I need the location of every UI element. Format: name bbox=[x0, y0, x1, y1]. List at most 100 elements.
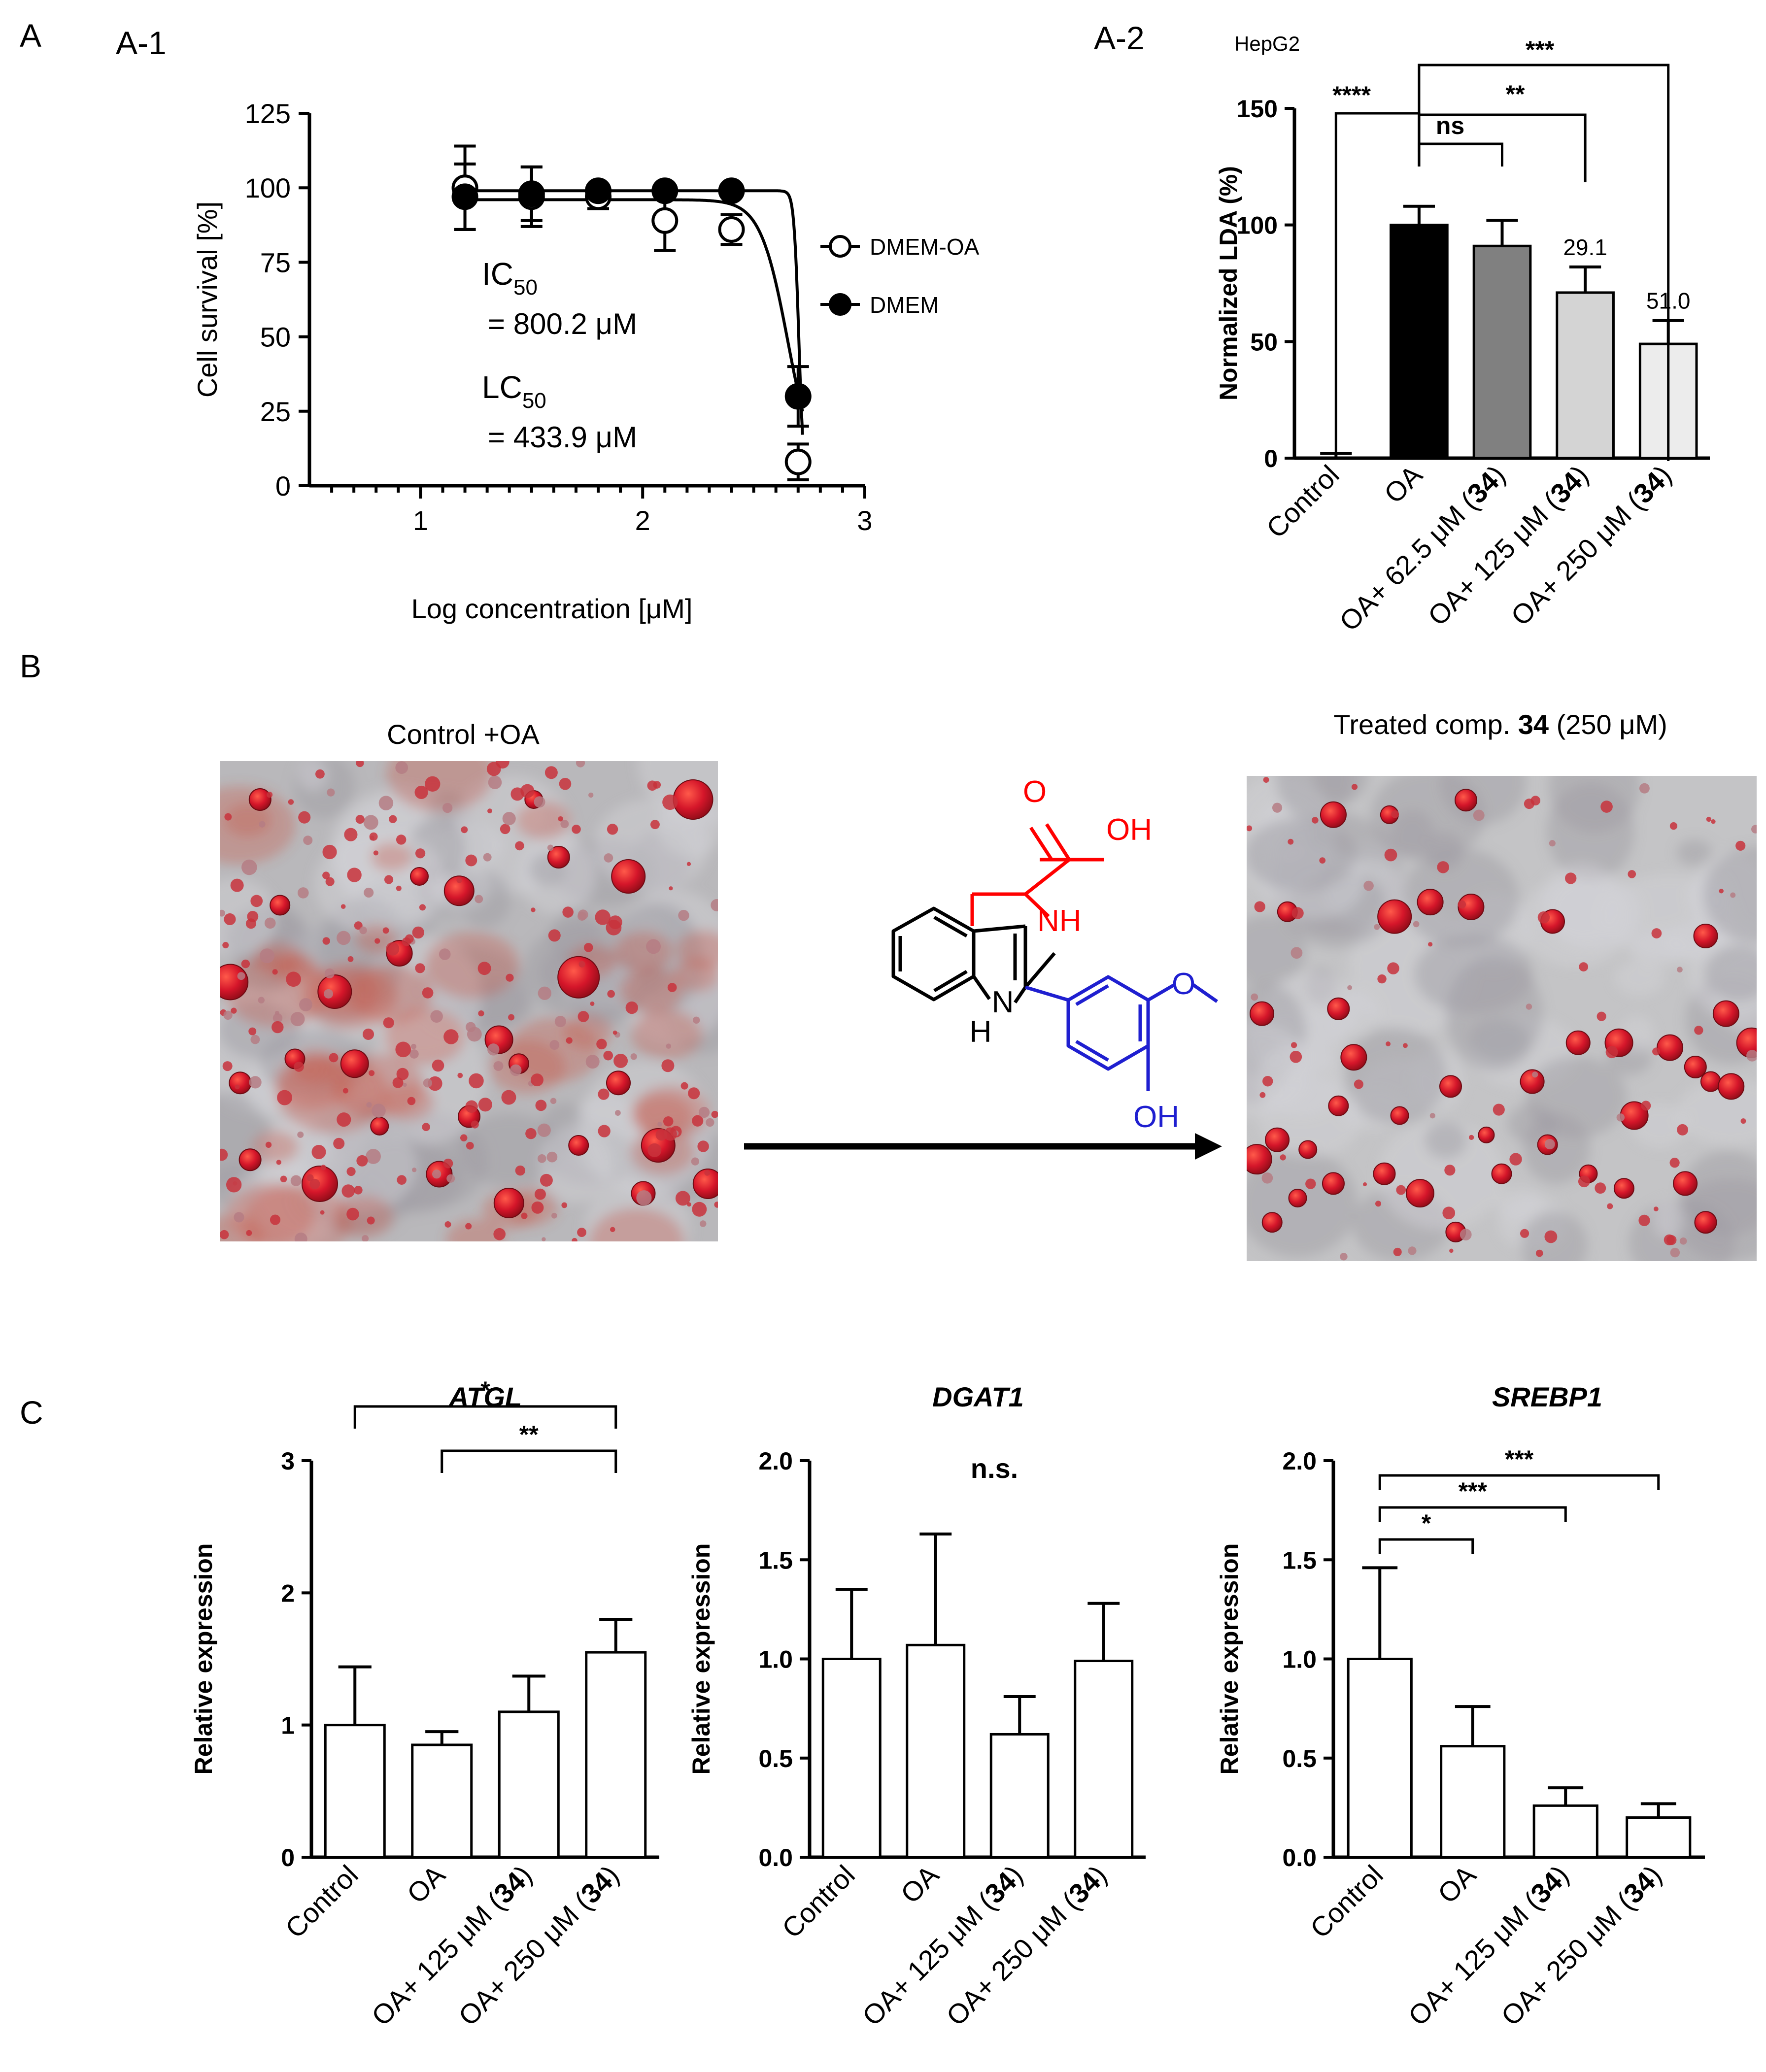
c2-title: DGAT1 bbox=[932, 1381, 1024, 1412]
lipid-droplet bbox=[547, 846, 570, 869]
small-droplet bbox=[414, 785, 428, 800]
a2-bar bbox=[1556, 291, 1615, 460]
small-droplet bbox=[226, 1177, 242, 1193]
small-droplet bbox=[598, 1088, 610, 1100]
small-droplet bbox=[572, 1237, 577, 1241]
small-droplet bbox=[395, 1041, 411, 1058]
small-droplet bbox=[509, 1064, 522, 1076]
lipid-droplet bbox=[248, 788, 272, 811]
small-droplet bbox=[1596, 1011, 1606, 1021]
small-droplet bbox=[235, 1084, 240, 1090]
a1-lc-subscript: 50 bbox=[522, 389, 546, 413]
small-droplet bbox=[1654, 1206, 1659, 1211]
lipid-haze bbox=[220, 1215, 263, 1241]
small-droplet bbox=[362, 1235, 369, 1241]
a1-legend-marker-dmem-oa bbox=[829, 235, 851, 258]
small-droplet bbox=[372, 1103, 386, 1118]
small-droplet bbox=[1290, 1050, 1302, 1063]
small-droplet bbox=[548, 929, 561, 942]
lipid-droplet bbox=[229, 1071, 252, 1095]
a2-significance-bracket bbox=[1418, 64, 1670, 461]
c2-bar bbox=[1074, 1660, 1134, 1859]
lipid-droplet bbox=[1328, 1095, 1349, 1116]
small-droplet bbox=[502, 812, 516, 826]
a2-category-label: OA bbox=[1378, 459, 1428, 509]
small-droplet bbox=[661, 1059, 675, 1072]
small-droplet bbox=[537, 1154, 546, 1163]
small-droplet bbox=[1377, 974, 1387, 984]
small-droplet bbox=[534, 796, 545, 808]
c3-category-label: OA+ 125 μM (34) bbox=[1402, 1859, 1575, 2032]
small-droplet bbox=[1429, 1113, 1435, 1119]
lipid-droplet bbox=[606, 1070, 631, 1096]
small-droplet bbox=[1408, 1246, 1417, 1255]
small-droplet bbox=[650, 820, 660, 830]
small-droplet bbox=[444, 1221, 451, 1228]
c3-category-label: Control bbox=[1304, 1859, 1389, 1944]
small-droplet bbox=[515, 841, 524, 851]
small-droplet bbox=[1616, 1113, 1625, 1122]
a1-legend-marker-dmem bbox=[829, 293, 851, 316]
c1-bar bbox=[324, 1724, 386, 1859]
small-droplet bbox=[386, 942, 400, 956]
small-droplet bbox=[630, 1053, 637, 1060]
small-droplet bbox=[1509, 1153, 1522, 1166]
small-droplet bbox=[1291, 907, 1304, 919]
small-droplet bbox=[396, 1068, 409, 1080]
lipid-haze bbox=[619, 968, 684, 1013]
panel-label-b: B bbox=[20, 648, 41, 684]
small-droplet bbox=[478, 1098, 492, 1112]
a2-y-tick-label: 50 bbox=[1250, 328, 1278, 356]
small-droplet bbox=[419, 904, 426, 911]
small-droplet bbox=[471, 1120, 479, 1129]
small-droplet bbox=[374, 938, 380, 944]
c2-y-tick-label: 1.5 bbox=[758, 1546, 793, 1574]
small-droplet bbox=[1312, 817, 1319, 824]
small-droplet bbox=[506, 973, 514, 982]
a1-x-axis-label: Log concentration [μM] bbox=[411, 593, 693, 624]
small-droplet bbox=[1730, 892, 1736, 898]
small-droplet bbox=[588, 792, 594, 798]
small-droplet bbox=[508, 1014, 514, 1021]
panel-label-a2: A-2 bbox=[1094, 20, 1145, 56]
small-droplet bbox=[234, 1212, 244, 1223]
small-droplet bbox=[1263, 777, 1269, 783]
small-droplet bbox=[1578, 1175, 1590, 1188]
a1-point-dmem bbox=[585, 177, 612, 204]
small-droplet bbox=[1259, 1092, 1266, 1098]
small-droplet bbox=[272, 1013, 283, 1023]
lipid-droplet bbox=[1250, 1001, 1275, 1026]
a1-legend-label-dmem-oa: DMEM-OA bbox=[870, 234, 980, 260]
small-droplet bbox=[224, 913, 236, 926]
small-droplet bbox=[678, 909, 689, 921]
c1-significance-label: ** bbox=[519, 1421, 539, 1448]
small-droplet bbox=[550, 1098, 557, 1104]
small-droplet bbox=[220, 1148, 228, 1161]
lipid-haze bbox=[220, 786, 296, 865]
lipid-droplet bbox=[1373, 1162, 1396, 1185]
small-droplet bbox=[1535, 1249, 1543, 1257]
small-droplet bbox=[675, 1191, 690, 1206]
small-droplet bbox=[366, 1149, 381, 1164]
cell-texture bbox=[1614, 960, 1664, 995]
a1-y-tick-label: 75 bbox=[260, 247, 291, 278]
c2-bar bbox=[906, 1643, 966, 1859]
lipid-droplet bbox=[1613, 1178, 1634, 1199]
small-droplet bbox=[475, 895, 483, 903]
small-droplet bbox=[692, 1016, 700, 1024]
small-droplet bbox=[340, 904, 346, 909]
small-droplet bbox=[465, 1223, 472, 1230]
a1-y-tick-label: 125 bbox=[245, 98, 291, 129]
small-droplet bbox=[347, 956, 354, 962]
lipid-droplet bbox=[1377, 899, 1412, 934]
lipid-droplet bbox=[1693, 924, 1718, 949]
a2-significance-label: **** bbox=[1332, 81, 1371, 109]
lipid-droplet bbox=[317, 974, 352, 1009]
c2-category-label-part: OA bbox=[894, 1859, 945, 1909]
lipid-droplet bbox=[1322, 1172, 1345, 1195]
small-droplet bbox=[460, 1134, 468, 1142]
small-droplet bbox=[346, 1167, 356, 1176]
small-droplet bbox=[1375, 1201, 1382, 1207]
